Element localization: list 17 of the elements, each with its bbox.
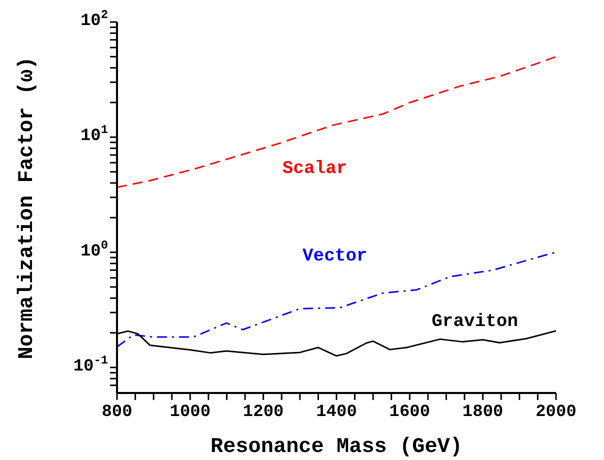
y-tick-label: 10$^{2}$ [80,8,108,31]
series-label: Graviton [432,312,518,332]
x-tick-label: 1800 [462,403,504,422]
x-tick-label: 1000 [170,403,211,422]
y-tick-label: 10$^{1}$ [80,123,108,146]
y-tick-label: 10$^{-1}$ [73,353,108,376]
series-label: Vector [302,246,368,267]
x-tick-label: 800 [102,403,132,422]
x-tick-label: 2000 [536,403,576,422]
series-label: Scalar [282,159,348,180]
y-tick-label: 10$^{0}$ [80,238,108,262]
y-axis-title: Normalization Factor (ω) [16,56,39,360]
x-axis-title: Resonance Mass (GeV) [210,436,463,459]
x-tick-label: 1400 [316,403,357,422]
x-tick-label: 1200 [242,403,284,422]
line-series [117,56,556,188]
x-tick-label: 1600 [389,403,430,422]
